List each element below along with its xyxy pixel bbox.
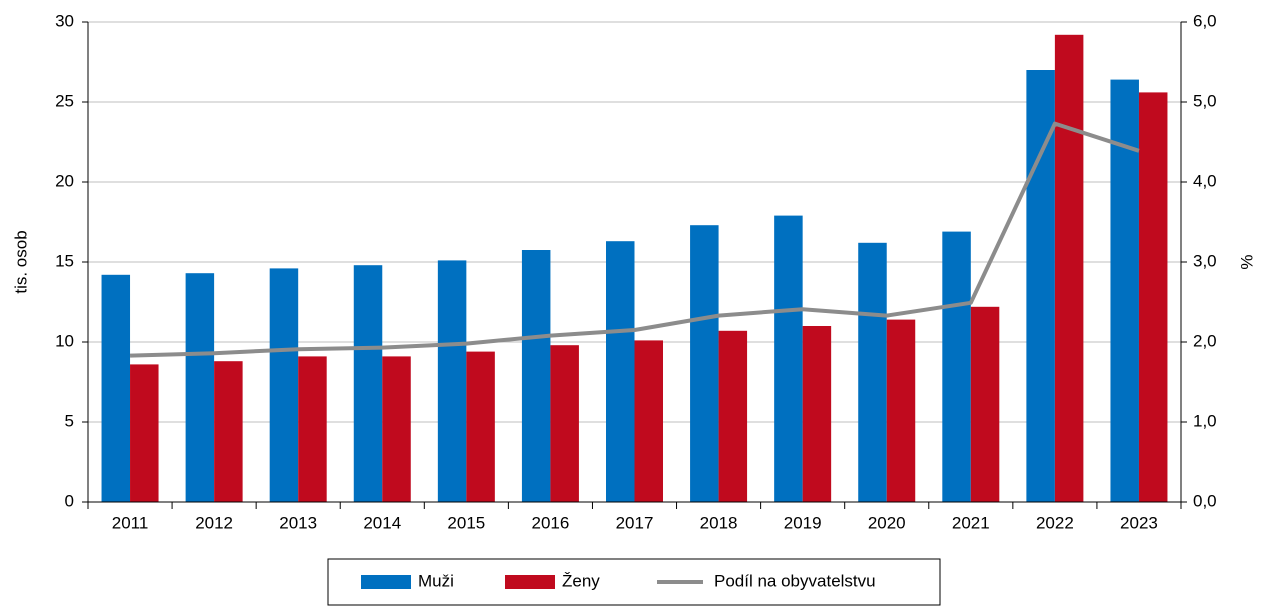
bar xyxy=(886,319,916,502)
y-tick-label: 0 xyxy=(65,491,74,510)
x-tick-label: 2017 xyxy=(616,513,654,532)
x-tick-label: 2012 xyxy=(195,513,233,532)
legend-label: Ženy xyxy=(562,571,600,590)
y2-tick-label: 5,0 xyxy=(1193,91,1217,110)
y2-tick-label: 2,0 xyxy=(1193,331,1217,350)
y2-tick-label: 4,0 xyxy=(1193,171,1217,190)
x-tick-label: 2014 xyxy=(363,513,401,532)
legend-swatch xyxy=(505,575,555,589)
line xyxy=(129,121,1140,358)
bar xyxy=(353,265,383,502)
legend-swatch xyxy=(361,575,411,589)
bar xyxy=(298,356,327,502)
bar xyxy=(101,274,131,502)
bar xyxy=(970,306,1000,502)
x-tick-label: 2018 xyxy=(700,513,738,532)
bar xyxy=(550,345,579,502)
x-tick-label: 2022 xyxy=(1036,513,1074,532)
bar xyxy=(466,351,495,502)
x-tick-label: 2019 xyxy=(784,513,822,532)
y-tick-label: 5 xyxy=(65,411,74,430)
bar xyxy=(185,273,215,502)
x-tick-label: 2015 xyxy=(447,513,485,532)
bar xyxy=(774,215,803,502)
bar xyxy=(606,241,635,502)
x-tick-label: 2016 xyxy=(532,513,570,532)
bar xyxy=(1026,70,1055,502)
bar xyxy=(269,268,299,502)
y-tick-label: 30 xyxy=(55,11,74,30)
y-tick-label: 15 xyxy=(55,251,74,270)
x-tick-label: 2011 xyxy=(112,513,149,532)
bar xyxy=(1138,92,1168,503)
bar xyxy=(382,356,411,502)
x-tick-label: 2023 xyxy=(1120,513,1158,532)
y-axis-label: tis. osob xyxy=(11,230,30,293)
bar xyxy=(634,340,663,502)
bar xyxy=(130,364,159,502)
y-tick-label: 10 xyxy=(55,331,74,350)
x-tick-label: 2021 xyxy=(952,513,990,532)
bar xyxy=(942,231,971,502)
y2-tick-label: 3,0 xyxy=(1193,251,1217,270)
y2-tick-label: 6,0 xyxy=(1193,11,1217,30)
y2-tick-label: 0,0 xyxy=(1193,491,1217,510)
bar xyxy=(1054,34,1084,503)
y-tick-label: 25 xyxy=(55,91,74,110)
x-tick-label: 2013 xyxy=(279,513,317,532)
bar xyxy=(858,242,887,503)
y2-tick-label: 1,0 xyxy=(1193,411,1217,430)
legend-box xyxy=(327,558,941,606)
y-tick-label: 20 xyxy=(55,171,74,190)
bar xyxy=(802,326,832,502)
legend-label: Podíl na obyvatelstvu xyxy=(714,571,876,590)
x-tick-label: 2020 xyxy=(868,513,906,532)
bar xyxy=(521,250,551,502)
bar xyxy=(214,361,243,502)
bar xyxy=(690,225,719,502)
bar xyxy=(437,260,467,502)
legend-label: Muži xyxy=(418,571,454,590)
bar xyxy=(718,330,748,502)
y2-axis-label: % xyxy=(1237,254,1256,269)
